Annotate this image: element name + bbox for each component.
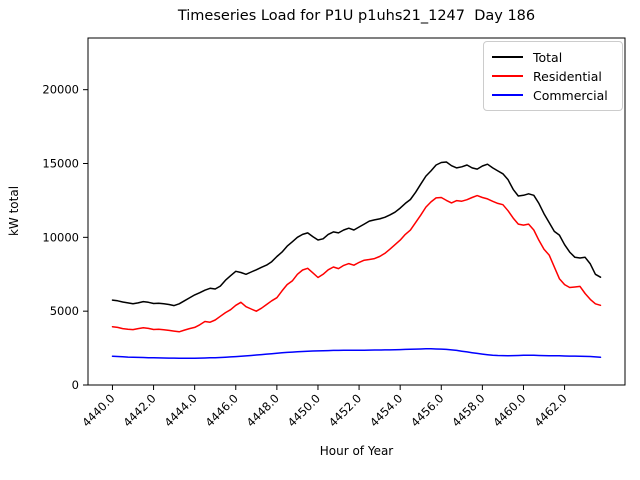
legend-label-residential: Residential (533, 68, 602, 84)
x-tick-label: 4460.0 (490, 391, 528, 429)
legend-line-icon-residential (492, 75, 523, 77)
x-tick-label: 4440.0 (79, 391, 117, 429)
y-tick-label: 10000 (42, 230, 79, 244)
x-tick-label: 4444.0 (161, 391, 199, 429)
legend-label-total: Total (533, 49, 563, 65)
x-tick-label: 4452.0 (326, 391, 364, 429)
x-tick-label: 4450.0 (285, 391, 323, 429)
x-tick-label: 4458.0 (449, 391, 487, 429)
legend-entry-total: Total (492, 48, 614, 66)
x-tick-label: 4442.0 (120, 391, 158, 429)
legend-entry-residential: Residential (492, 67, 614, 85)
x-axis-label: Hour of Year (319, 444, 394, 458)
y-tick-label: 15000 (42, 157, 79, 171)
y-tick-label: 20000 (42, 83, 79, 97)
x-tick-label: 4462.0 (531, 391, 569, 429)
legend-label-commercial: Commercial (533, 87, 608, 103)
x-tick-label: 4454.0 (367, 391, 405, 429)
y-tick-label: 0 (72, 378, 79, 392)
legend: Total Residential Commercial (483, 41, 623, 111)
series-line-total (111, 161, 602, 307)
axes-border (87, 37, 626, 386)
legend-line-icon-commercial (492, 94, 523, 96)
legend-line-icon-total (492, 56, 523, 58)
series-line-commercial (111, 348, 602, 360)
x-tick-label: 4456.0 (408, 391, 446, 429)
legend-entry-commercial: Commercial (492, 86, 614, 104)
y-tick-label: 5000 (50, 304, 79, 318)
chart-title: Timeseries Load for P1U p1uhs21_1247 Day… (177, 8, 536, 24)
series-line-residential (111, 194, 602, 333)
x-tick-label: 4448.0 (244, 391, 282, 429)
x-tick-label: 4446.0 (203, 391, 241, 429)
